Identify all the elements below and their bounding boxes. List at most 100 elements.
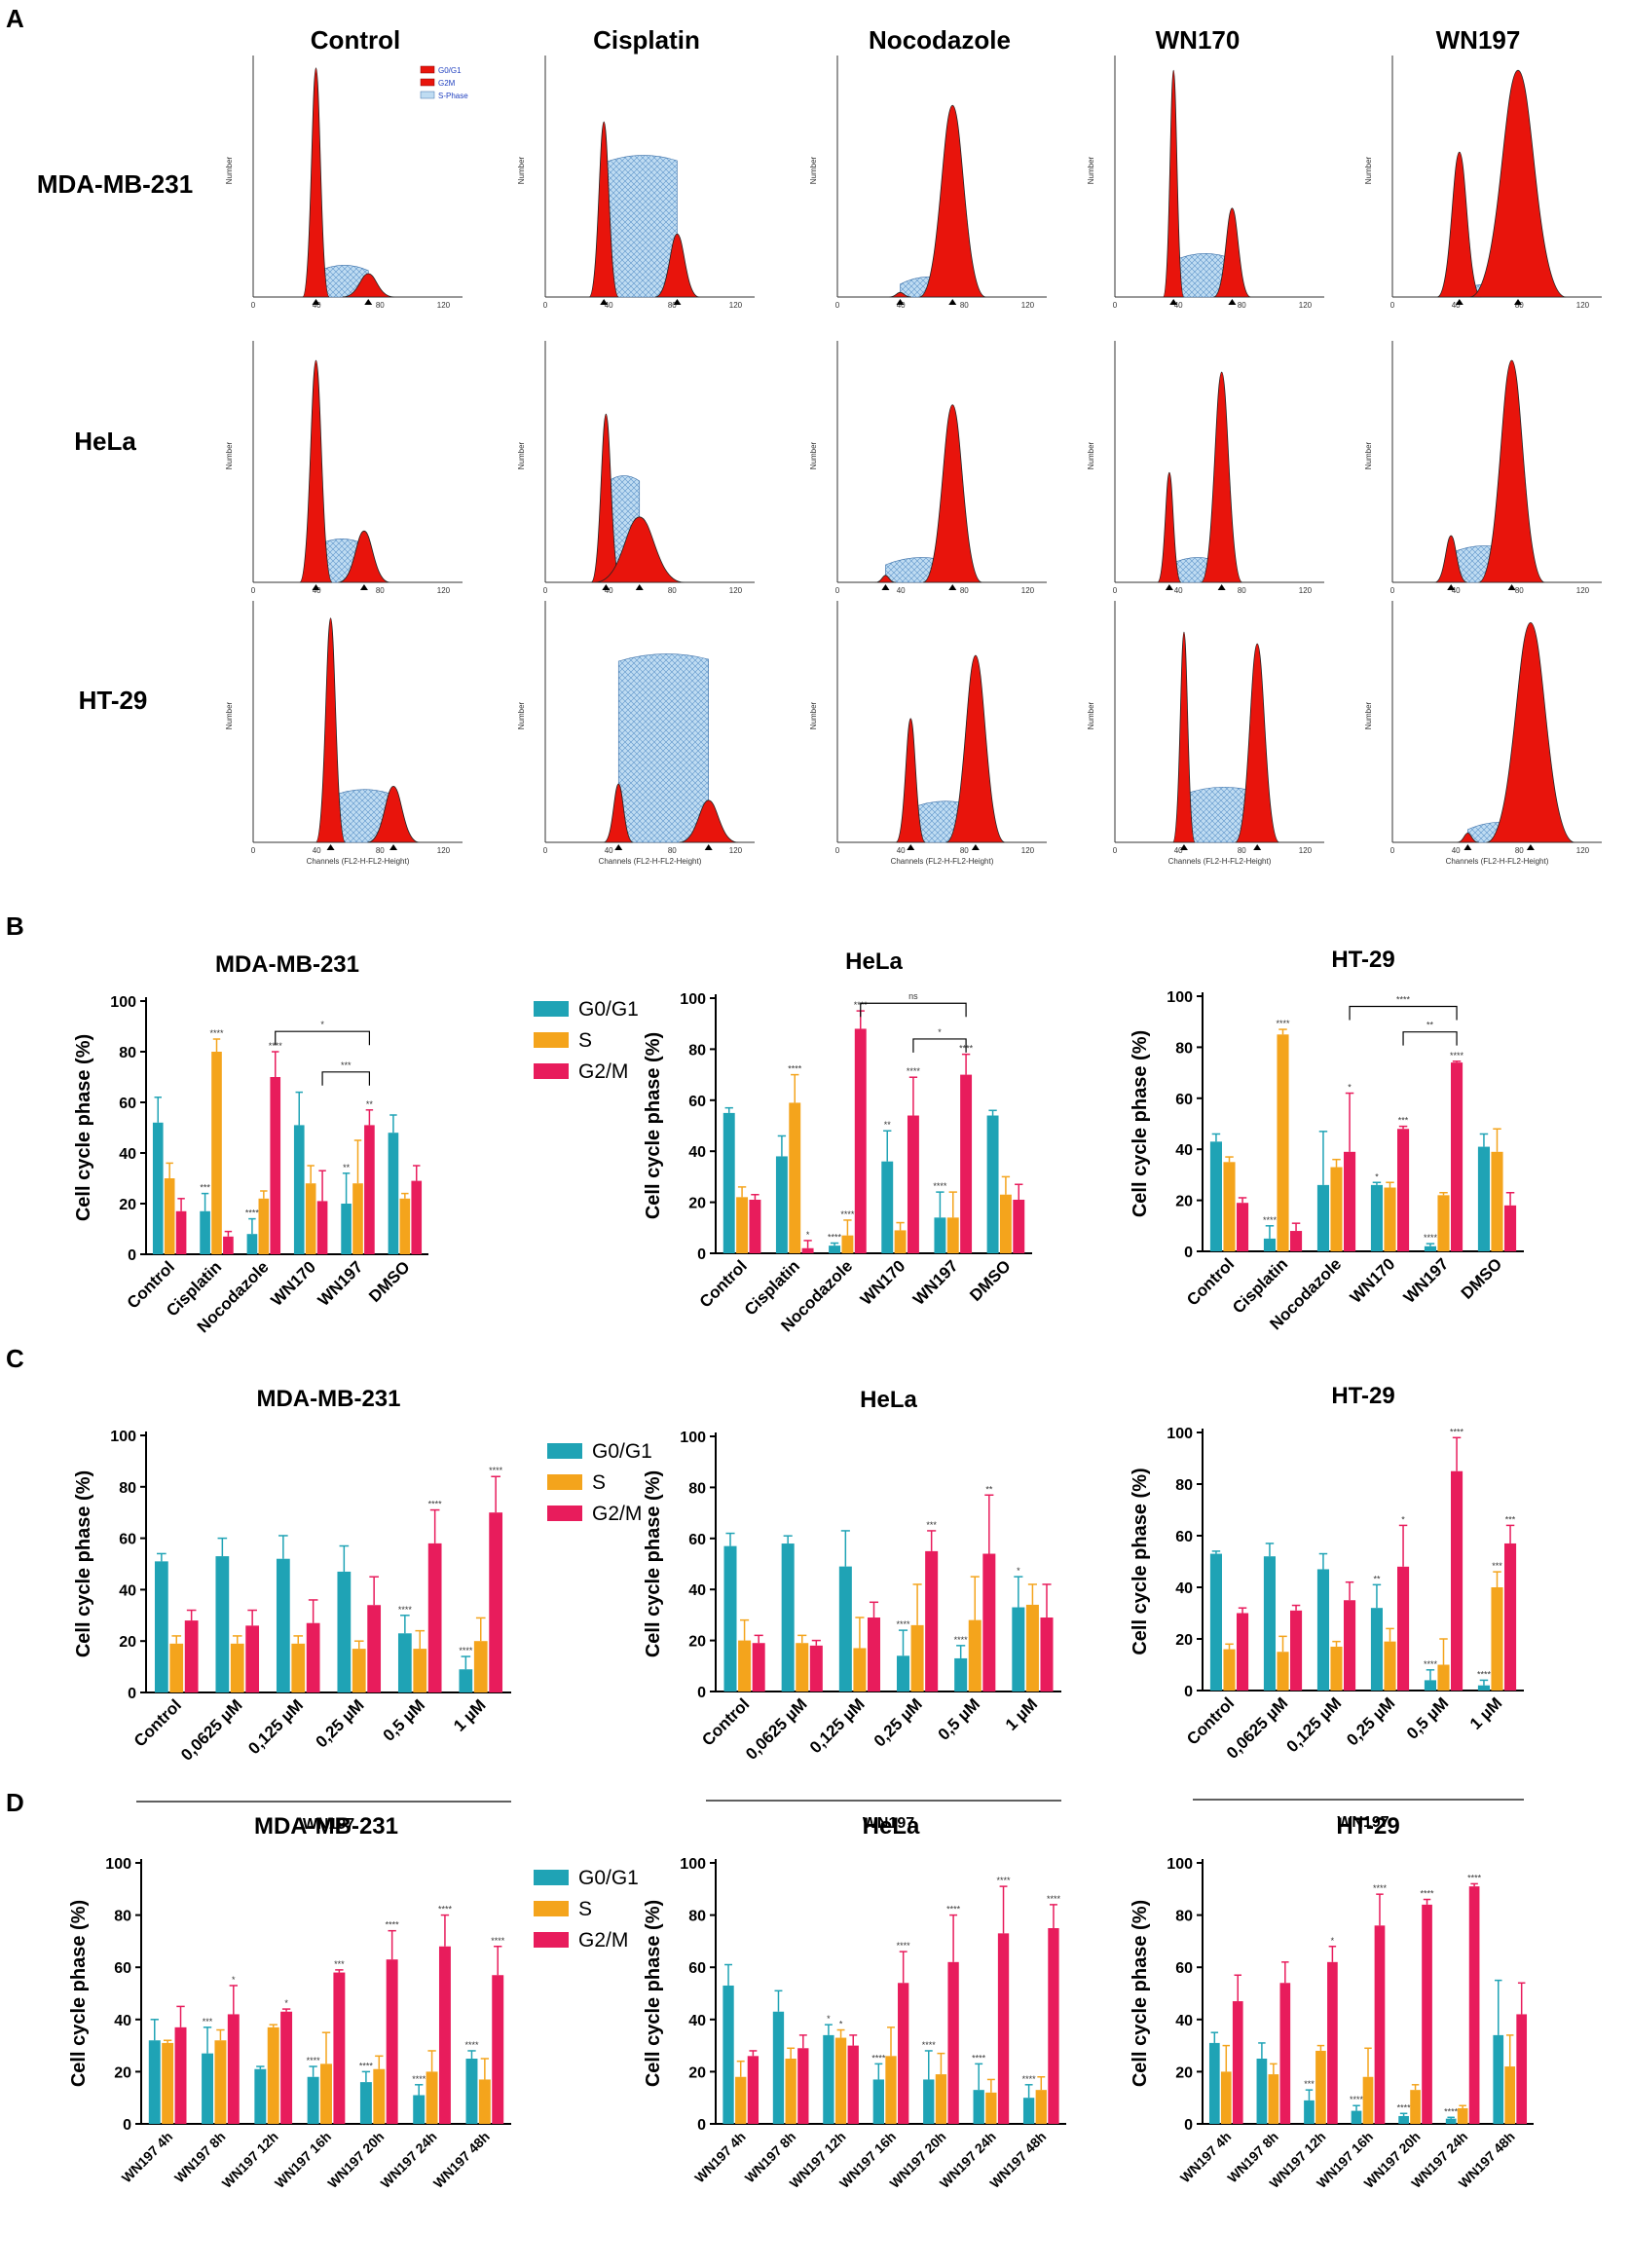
y-tick-label: 0 — [697, 1685, 706, 1701]
bar-g0g1-5 — [1012, 1607, 1025, 1692]
bar-g0g1-1 — [781, 1543, 795, 1692]
significance-label: **** — [1397, 2102, 1412, 2112]
significance-label: **** — [1424, 1233, 1438, 1243]
histogram-x-tick: 0 — [835, 846, 840, 855]
y-tick-label: 60 — [1175, 1092, 1193, 1108]
histogram-x-tick: 40 — [1174, 586, 1183, 595]
bar-g2m-2 — [270, 1077, 281, 1254]
histogram-x-tick: 40 — [313, 846, 321, 855]
bar-g2m-3 — [1397, 1129, 1410, 1251]
bar-g0g1-1 — [772, 2011, 785, 2124]
bar-g2m-1 — [227, 2014, 240, 2124]
bar-g0g1-4 — [359, 2082, 372, 2124]
significance-label: **** — [896, 1619, 910, 1629]
bar-g2m-0 — [174, 2026, 187, 2124]
histogram-y-label: Number — [809, 701, 818, 729]
histogram-x-label: Channels (FL2-H-FL2-Height) — [599, 857, 702, 866]
histogram-x-tick: 0 — [1113, 846, 1118, 855]
bar-s-4 — [413, 1649, 427, 1692]
panel-letter-a: A — [6, 4, 24, 33]
significance-label: **** — [828, 1233, 842, 1243]
flow-row-title-ht29: HT-29 — [79, 686, 148, 715]
comparison-bracket: ** — [1402, 1021, 1458, 1046]
bar-g2m-5 — [1468, 1886, 1480, 2124]
bar-g0g1-5 — [1477, 1685, 1490, 1691]
histogram-x-tick: 120 — [1576, 586, 1590, 595]
hist-legend-g0g1: G0/G1 — [438, 66, 462, 75]
histogram-x-tick: 0 — [543, 586, 548, 595]
bar-g0g1-4 — [1424, 1246, 1436, 1251]
category-label: Control — [1183, 1693, 1238, 1748]
y-tick-label: 20 — [114, 2064, 131, 2081]
bar-g0g1-3 — [896, 1655, 910, 1692]
y-tick-label: 100 — [680, 1430, 706, 1446]
y-tick-label: 40 — [1175, 2013, 1193, 2029]
histogram-x-tick: 80 — [960, 846, 969, 855]
significance-label: * — [806, 1230, 810, 1240]
y-tick-label: 40 — [688, 1144, 706, 1161]
y-tick-label: 0 — [697, 1246, 706, 1263]
y-tick-label: 0 — [1184, 1245, 1193, 1261]
bar-g2m-3 — [925, 1550, 939, 1692]
category-label: DMSO — [365, 1257, 413, 1305]
bar-s-5 — [426, 2071, 438, 2124]
bar-g0g1-1 — [1256, 2059, 1268, 2124]
peak-marker — [359, 584, 368, 590]
significance-label: **** — [1450, 1427, 1464, 1436]
category-label: WN197 8h — [171, 2129, 229, 2186]
histogram-ht29-control: Number Channels (FL2-H-FL2-Height) 0 40 80 12… — [225, 601, 463, 866]
y-tick-label: 80 — [688, 1480, 706, 1497]
chart-c3: HT-29 Cell cycle phase (%) 0 20 40 60 80 100 Con… — [1130, 1383, 1524, 1831]
significance-label: * — [1017, 1566, 1020, 1576]
y-tick-label: 0 — [128, 1686, 136, 1702]
bar-s-2 — [267, 2026, 279, 2124]
bar-s-2 — [258, 1198, 270, 1254]
flow-col-title-control: Control — [311, 25, 400, 55]
significance-label: ** — [366, 1099, 374, 1109]
y-tick-label: 20 — [119, 1197, 136, 1213]
category-label: 0,5 µM — [935, 1694, 983, 1743]
histogram-x-tick: 80 — [376, 301, 385, 310]
bar-g0g1-0 — [1208, 2042, 1220, 2124]
bar-s-0 — [738, 1640, 752, 1692]
peak-marker — [312, 584, 320, 590]
g0g1-peak — [895, 718, 926, 843]
bar-g0g1-2 — [829, 1246, 841, 1253]
g2m-peak — [1478, 359, 1545, 583]
histogram-x-tick: 120 — [437, 301, 451, 310]
g0g1-peak — [1172, 631, 1196, 843]
peak-marker — [1253, 844, 1262, 850]
bar-s-5 — [985, 2092, 997, 2124]
bracket-label: * — [320, 1020, 324, 1029]
bar-g0g1-1 — [1263, 1238, 1276, 1251]
bar-s-0 — [162, 2042, 174, 2124]
y-tick-label: 0 — [697, 2117, 706, 2134]
bar-g2m-4 — [960, 1074, 973, 1253]
y-tick-label: 80 — [1175, 1040, 1193, 1057]
significance-label: **** — [933, 1181, 947, 1191]
bar-g0g1-6 — [1493, 2034, 1504, 2124]
histogram-x-tick: 80 — [668, 846, 677, 855]
peak-marker — [1514, 299, 1522, 305]
y-tick-label: 40 — [688, 1582, 706, 1599]
bar-s-4 — [1437, 1664, 1450, 1691]
significance-label: **** — [307, 2056, 321, 2065]
bar-g0g1-1 — [200, 1210, 210, 1254]
y-tick-label: 20 — [688, 2064, 706, 2081]
legend-c: G0/G1 S G2/M — [547, 1440, 652, 1525]
chart-title: HeLa — [863, 1813, 920, 1840]
y-tick-label: 60 — [688, 1960, 706, 1977]
g2m-peak — [1235, 643, 1280, 843]
bar-g0g1-0 — [722, 1112, 735, 1253]
significance-label: * — [1331, 1936, 1335, 1946]
chart-d3: HT-29 Cell cycle phase (%) 0 20 40 60 80 100 WN1… — [1130, 1813, 1534, 2191]
histogram-x-tick: 80 — [376, 586, 385, 595]
significance-label: *** — [334, 1959, 345, 1969]
histogram-x-tick: 0 — [251, 846, 256, 855]
bar-g2m-2 — [1344, 1151, 1356, 1251]
significance-label: **** — [788, 1064, 802, 1074]
peak-marker — [1463, 844, 1472, 850]
histogram-x-tick: 40 — [605, 301, 613, 310]
significance-label: *** — [200, 1183, 210, 1193]
g2m-peak — [342, 273, 394, 298]
